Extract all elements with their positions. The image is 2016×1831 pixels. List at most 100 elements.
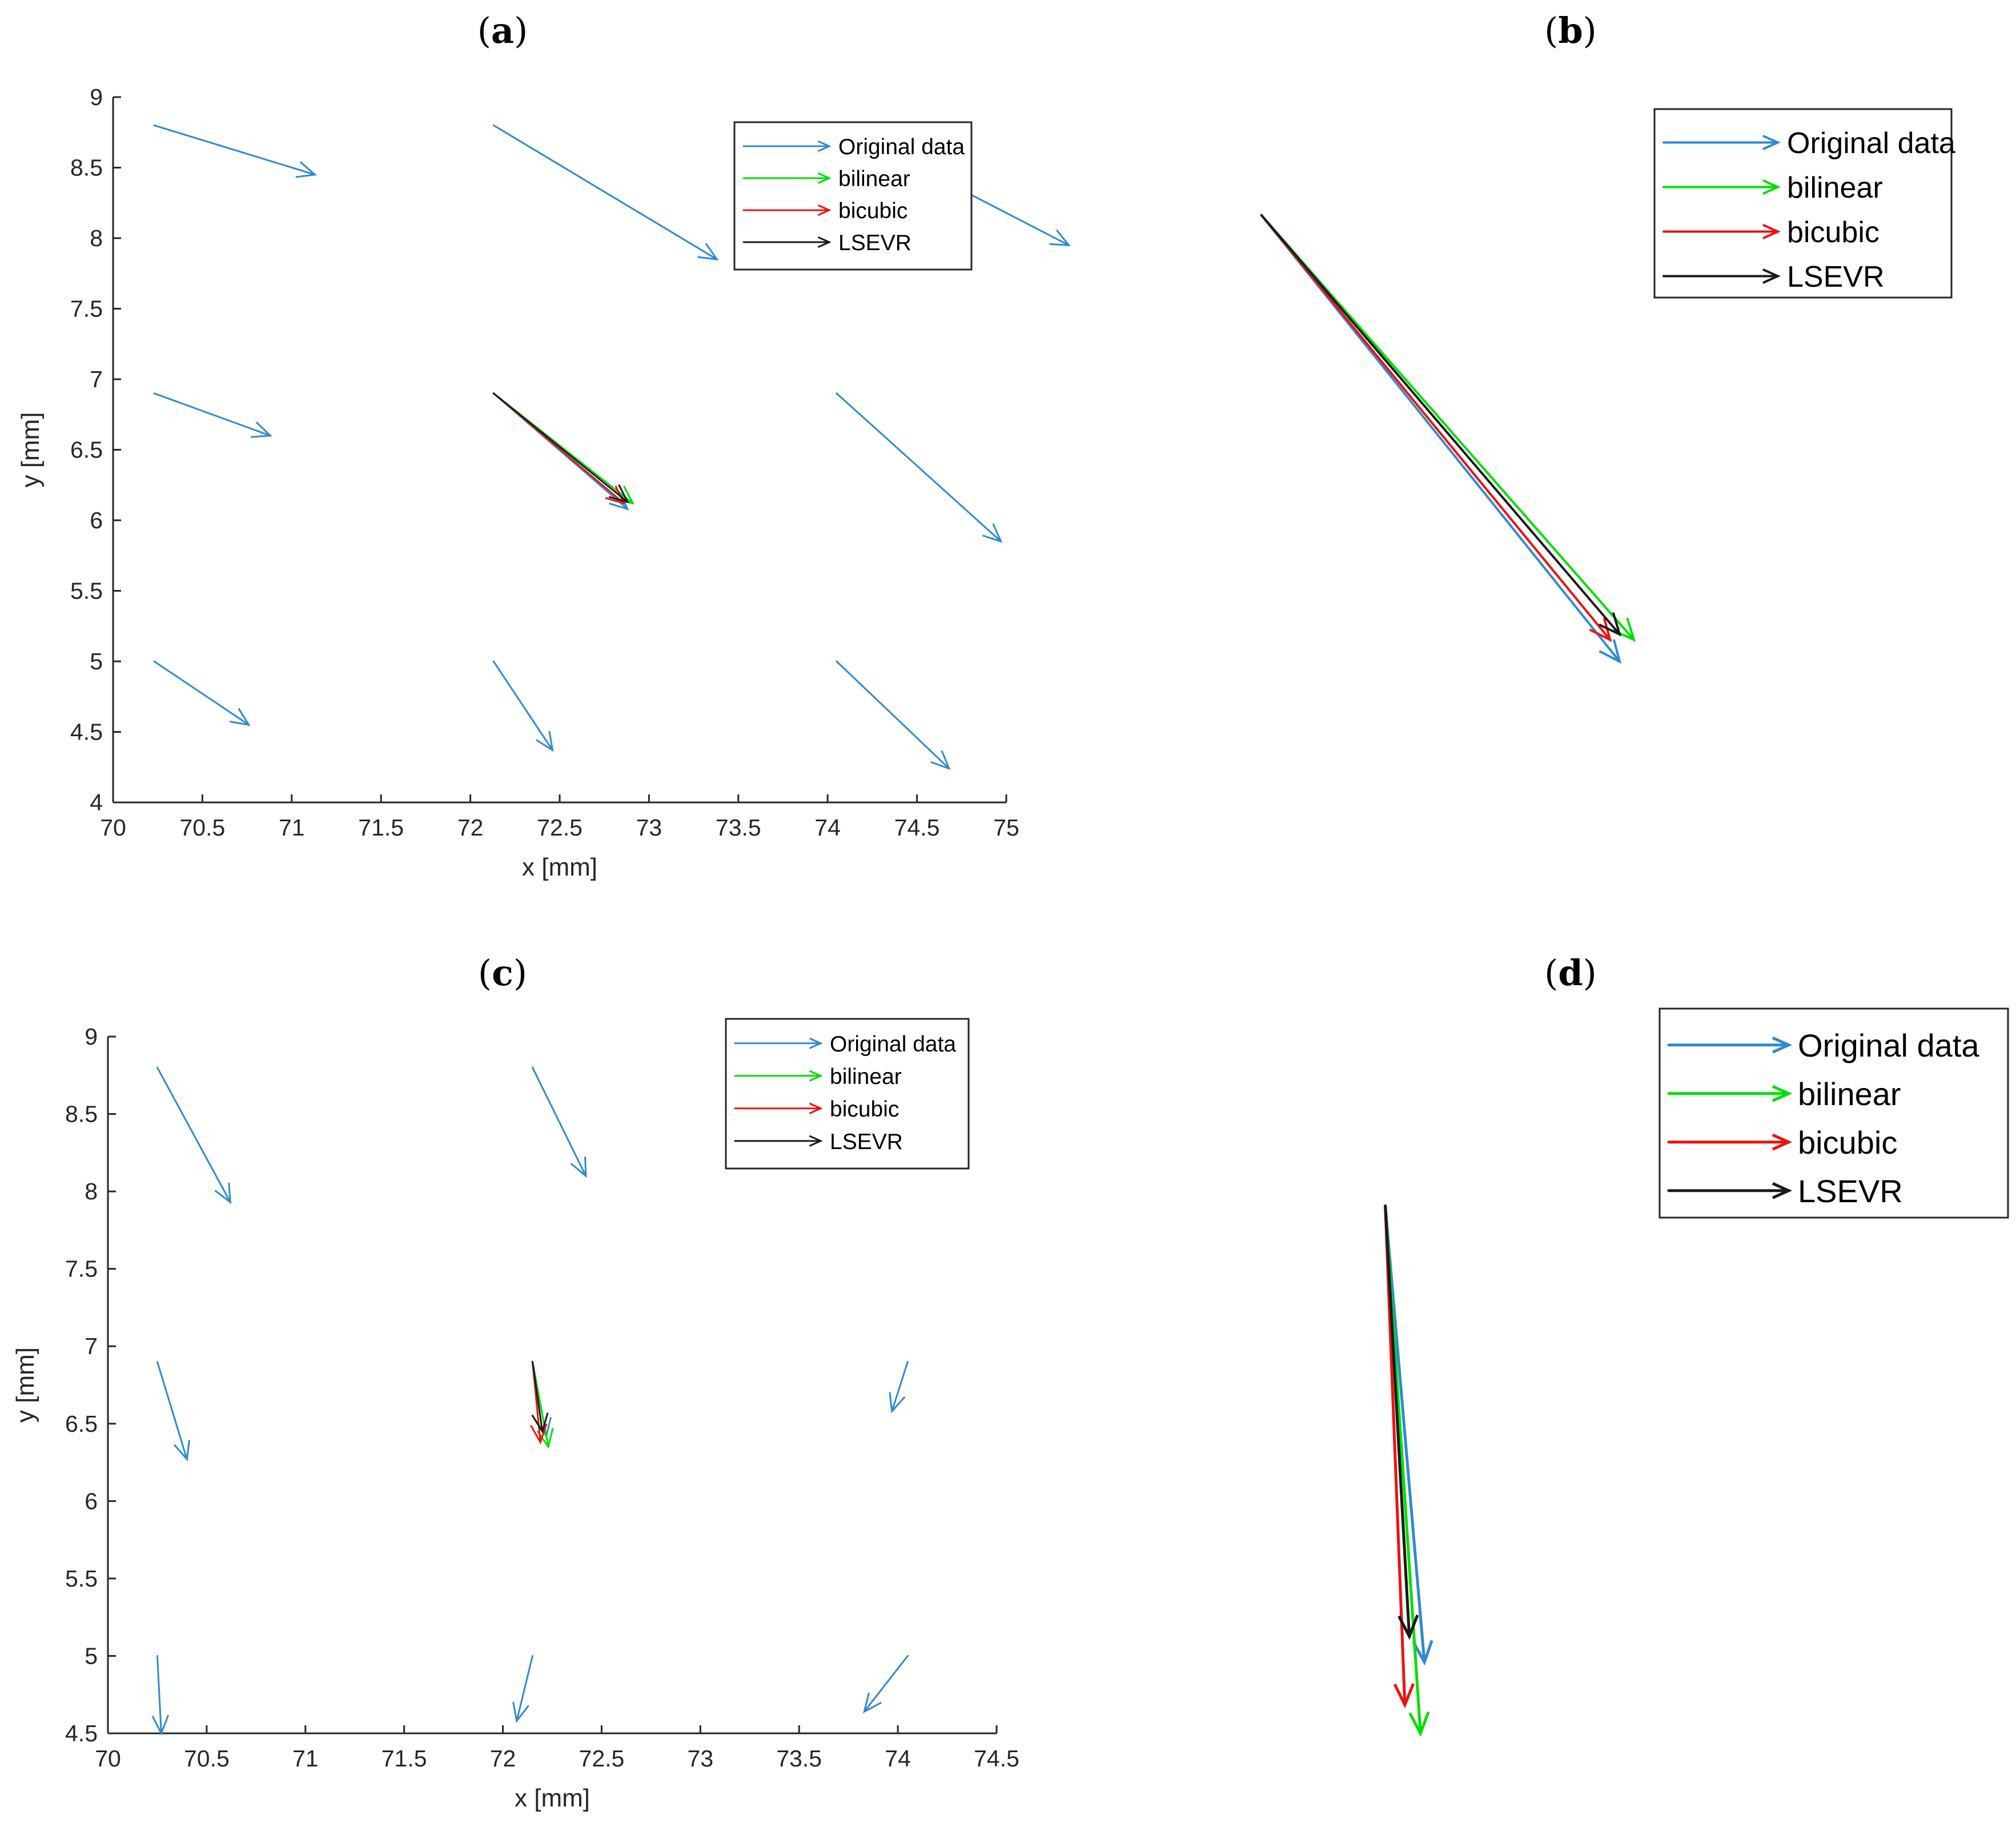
arrow-shaft [1384,1204,1426,1664]
legend-swatch [1667,1182,1793,1199]
legend-swatch [742,236,832,248]
x-tick-label: 72.5 [537,814,583,841]
arrow-shaft [153,392,271,437]
legend-entry: LSEVR [830,1130,903,1154]
arrow-head [536,1428,554,1449]
arrow-head [570,1156,587,1178]
arrow-head [982,523,1003,543]
quiver-arrow [492,392,629,504]
quiver-arrow [153,124,317,178]
x-tick-label: 71.5 [381,1745,427,1772]
y-tick-label: 5 [90,648,103,674]
x-tick-label: 71.5 [358,814,404,841]
legend-entry: bilinear [1798,1076,1901,1112]
quiver-arrow [836,660,951,770]
arrow-head [1599,639,1622,664]
legend-entry: bicubic [838,199,907,223]
legend-box [1658,1007,2009,1219]
y-tick-label: 8.5 [70,155,103,181]
legend: Original data bilinear bicubic LSEVR [725,1018,970,1170]
arrow-head [1408,1711,1430,1737]
y-tick-label: 4 [90,789,103,816]
y-tick-label: 7.5 [70,296,103,322]
arrow-head [605,485,626,505]
arrow-shaft [153,124,316,176]
arrow-shaft [156,1360,188,1460]
arrow-head [214,1183,232,1204]
arrow-head [809,1070,823,1082]
arrow-head [1772,1182,1793,1199]
y-tick-label: 7 [85,1333,98,1359]
quiver-arrow [1384,1204,1419,1640]
legend-swatch [742,172,832,184]
legend-swatch [734,1070,823,1082]
legend-box [1653,108,1953,299]
arrow-head [889,1392,906,1414]
arrow-head [173,1440,191,1461]
y-tick-label: 9 [85,1023,98,1050]
x-tick-label: 71 [292,1745,319,1772]
arrow-head [530,1423,548,1444]
arrow-shaft [492,660,553,752]
arrow-shaft [1260,214,1621,636]
panel-title: (a) [477,10,528,51]
arrow-head [1762,135,1781,150]
y-tick-label: 7.5 [65,1256,98,1282]
y-tick-label: 9 [90,84,103,110]
y-tick-label: 5.5 [65,1565,98,1592]
y-tick-label: 6.5 [70,437,103,463]
arrow-head [1762,179,1781,195]
arrow-head [1772,1036,1793,1054]
y-tick-label: 8.5 [65,1101,98,1127]
x-tick-label: 73 [688,1745,714,1772]
arrow-shaft [1260,214,1612,641]
arrow-shaft [836,660,950,770]
panel-title: (d) [1544,952,1597,994]
quiver-arrow [156,1066,232,1204]
arrow-head [1762,224,1781,239]
arrow-head [151,1714,170,1736]
arrow-shaft [156,1066,231,1203]
quiver-arrow [151,1655,170,1736]
chart-panel-a: (a)70 70.5 71 71.5 72 72.5 73 73.5 74 74.5 7544.55… [17,10,1071,881]
legend-entry: bicubic [830,1097,899,1122]
y-tick-label: 6 [85,1488,98,1514]
quiver-arrow [1384,1204,1433,1666]
legend-entry: bicubic [1787,216,1880,249]
series-lsevr [531,1360,549,1434]
y-tick-label: 8 [85,1178,98,1204]
legend-swatch [742,140,832,152]
arrow-head [1049,229,1071,247]
x-tick-label: 73.5 [716,814,761,841]
y-tick-label: 8 [90,225,103,251]
arrow-head [809,1102,823,1114]
arrow-shaft [836,392,1002,543]
arrow-head [1772,1133,1793,1151]
legend: Original data bilinear bicubic LSEVR [1658,1007,2009,1219]
legend-swatch [1662,135,1781,150]
legend-swatch [1667,1036,1793,1054]
panel-title: (c) [478,952,527,994]
legend-swatch [1667,1133,1793,1151]
chart-panel-d: (d) Original data bilinear bicubic LSEVR [1384,952,2009,1737]
arrow-head [531,1412,549,1434]
arrow-shaft [863,1655,909,1713]
arrow-head [1412,1640,1433,1666]
y-tick-label: 6.5 [65,1411,98,1437]
quiver-arrow [1260,214,1622,637]
legend-swatch [1667,1085,1793,1102]
legend-swatch [734,1135,823,1147]
arrow-head [608,484,629,504]
arrow-shaft [153,660,250,726]
quiver-arrow [156,1360,191,1461]
quiver-arrow [863,1655,909,1713]
x-axis-label: x [mm] [515,1784,590,1812]
quiver-arrow [153,660,251,726]
x-tick-label: 73 [636,814,662,841]
arrow-head [1397,1615,1419,1640]
y-axis-label: y [mm] [11,1347,39,1423]
y-axis-label: y [mm] [17,412,45,488]
x-tick-label: 72 [457,814,484,841]
arrow-head [817,236,832,248]
